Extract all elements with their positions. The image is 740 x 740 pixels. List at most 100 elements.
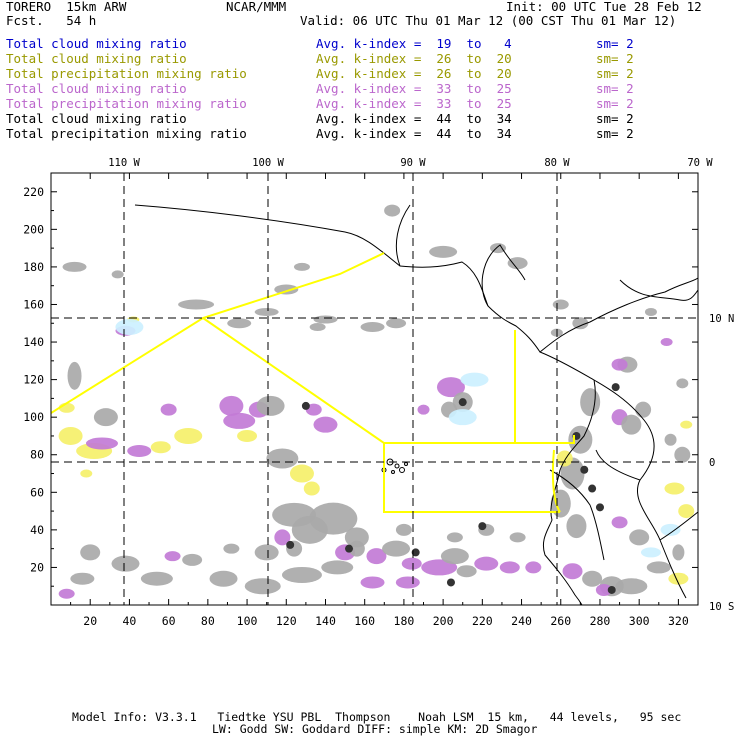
x-tick-label: 220 (472, 614, 493, 628)
cloud-patch (111, 555, 140, 572)
cloud-patch (672, 544, 685, 561)
legend-field: Total cloud mixing ratio (6, 36, 187, 51)
cloud-patch (621, 414, 642, 435)
cloud-patch (646, 561, 671, 574)
legend-sm: sm= 2 (596, 126, 634, 141)
cloud-patch (525, 561, 542, 574)
cloud-patch (635, 401, 652, 418)
legend-kindex: Avg. k-index = 44 to 34 (316, 126, 512, 141)
cloud-core (446, 578, 455, 587)
model-info: Model Info: V3.3.1 Tiedtke YSU PBL Thomp… (72, 710, 682, 724)
cloud-patch (566, 514, 587, 539)
island (391, 470, 395, 474)
x-tick-label: 140 (315, 614, 336, 628)
cloud-core (607, 585, 616, 594)
cloud-patch (550, 489, 571, 518)
cloud-patch (580, 388, 601, 417)
legend-kindex: Avg. k-index = 33 to 25 (316, 81, 512, 96)
legend-kindex: Avg. k-index = 33 to 25 (316, 96, 512, 111)
longitude-label: 80 W (544, 157, 570, 169)
cloud-patch (417, 404, 430, 415)
cloud-patch (58, 588, 75, 599)
cloud-patch (668, 572, 689, 585)
legend-kindex: Avg. k-index = 19 to 4 (316, 36, 512, 51)
x-tick-label: 20 (83, 614, 97, 628)
cloud-patch (182, 553, 203, 566)
coastline (659, 511, 698, 541)
cloud-patch (429, 245, 458, 258)
cloud-patch (562, 563, 583, 580)
cloud-patch (309, 323, 326, 332)
legend-field: Total precipitation mixing ratio (6, 126, 247, 141)
cloud-core (580, 465, 589, 474)
cloud-patch (115, 319, 144, 336)
cloud-patch (219, 395, 244, 416)
forecast-hour: Fcst. 54 h (6, 13, 97, 28)
cloud-patch (256, 395, 285, 416)
cloud-patch (664, 433, 677, 446)
cloud-patch (474, 556, 499, 571)
cloud-patch (160, 403, 177, 416)
cloud-patch (289, 464, 314, 483)
cloud-core (595, 503, 604, 512)
cloud-patch (164, 551, 181, 562)
cloud-patch (80, 469, 93, 478)
cloud-patch (223, 412, 256, 429)
y-tick-label: 180 (23, 260, 44, 274)
cloud-patch (440, 548, 469, 565)
cloud-patch (552, 299, 569, 310)
cloud-patch (274, 529, 291, 546)
cloud-patch (80, 544, 101, 561)
x-tick-label: 300 (629, 614, 650, 628)
cloud-patch (629, 529, 650, 546)
cloud-patch (395, 523, 412, 536)
coastline (619, 279, 698, 301)
longitude-label: 90 W (400, 157, 426, 169)
legend-field: Total cloud mixing ratio (6, 81, 187, 96)
legend-field: Total cloud mixing ratio (6, 111, 187, 126)
x-tick-label: 240 (511, 614, 532, 628)
y-tick-label: 200 (23, 222, 44, 236)
flight-track (551, 449, 561, 513)
x-tick-label: 180 (394, 614, 415, 628)
cloud-patch (127, 444, 152, 457)
valid-time: Valid: 06 UTC Thu 01 Mar 12 (00 CST Thu … (300, 13, 677, 28)
cloud-patch (676, 378, 689, 389)
cloud-patch (237, 429, 258, 442)
cloud-patch (582, 570, 603, 587)
model-name: TORERO 15km ARW (6, 0, 127, 14)
cloud-patch (680, 420, 693, 429)
y-tick-label: 160 (23, 297, 44, 311)
flight-track (51, 252, 385, 414)
coastline (395, 204, 411, 267)
cloud-patch (395, 576, 420, 589)
cloud-patch (293, 262, 310, 271)
cloud-patch (140, 571, 173, 586)
cloud-patch (382, 540, 411, 557)
y-tick-label: 220 (23, 185, 44, 199)
legend-kindex: Avg. k-index = 26 to 20 (316, 66, 512, 81)
x-tick-label: 100 (237, 614, 258, 628)
cloud-patch (660, 338, 673, 347)
legend-kindex: Avg. k-index = 44 to 34 (316, 111, 512, 126)
longitude-label: 70 W (687, 157, 713, 169)
longitude-label: 110 W (108, 157, 140, 169)
x-tick-label: 320 (668, 614, 689, 628)
cloud-patch (509, 532, 526, 543)
cloud-patch (303, 481, 320, 496)
cloud-patch (360, 322, 385, 333)
cloud-core (411, 548, 420, 557)
coastline (539, 351, 596, 605)
plot-frame (50, 172, 699, 606)
cloud-patch (611, 516, 628, 529)
x-tick-label: 40 (122, 614, 136, 628)
cloud-patch (507, 257, 528, 270)
cloud-patch (660, 523, 681, 536)
cloud-patch (227, 318, 252, 329)
cloud-patch (281, 566, 322, 583)
cloud-patch (150, 441, 171, 454)
flight-track (384, 435, 575, 444)
island (404, 462, 408, 466)
coastline (134, 204, 698, 353)
cloud-patch (348, 540, 365, 557)
